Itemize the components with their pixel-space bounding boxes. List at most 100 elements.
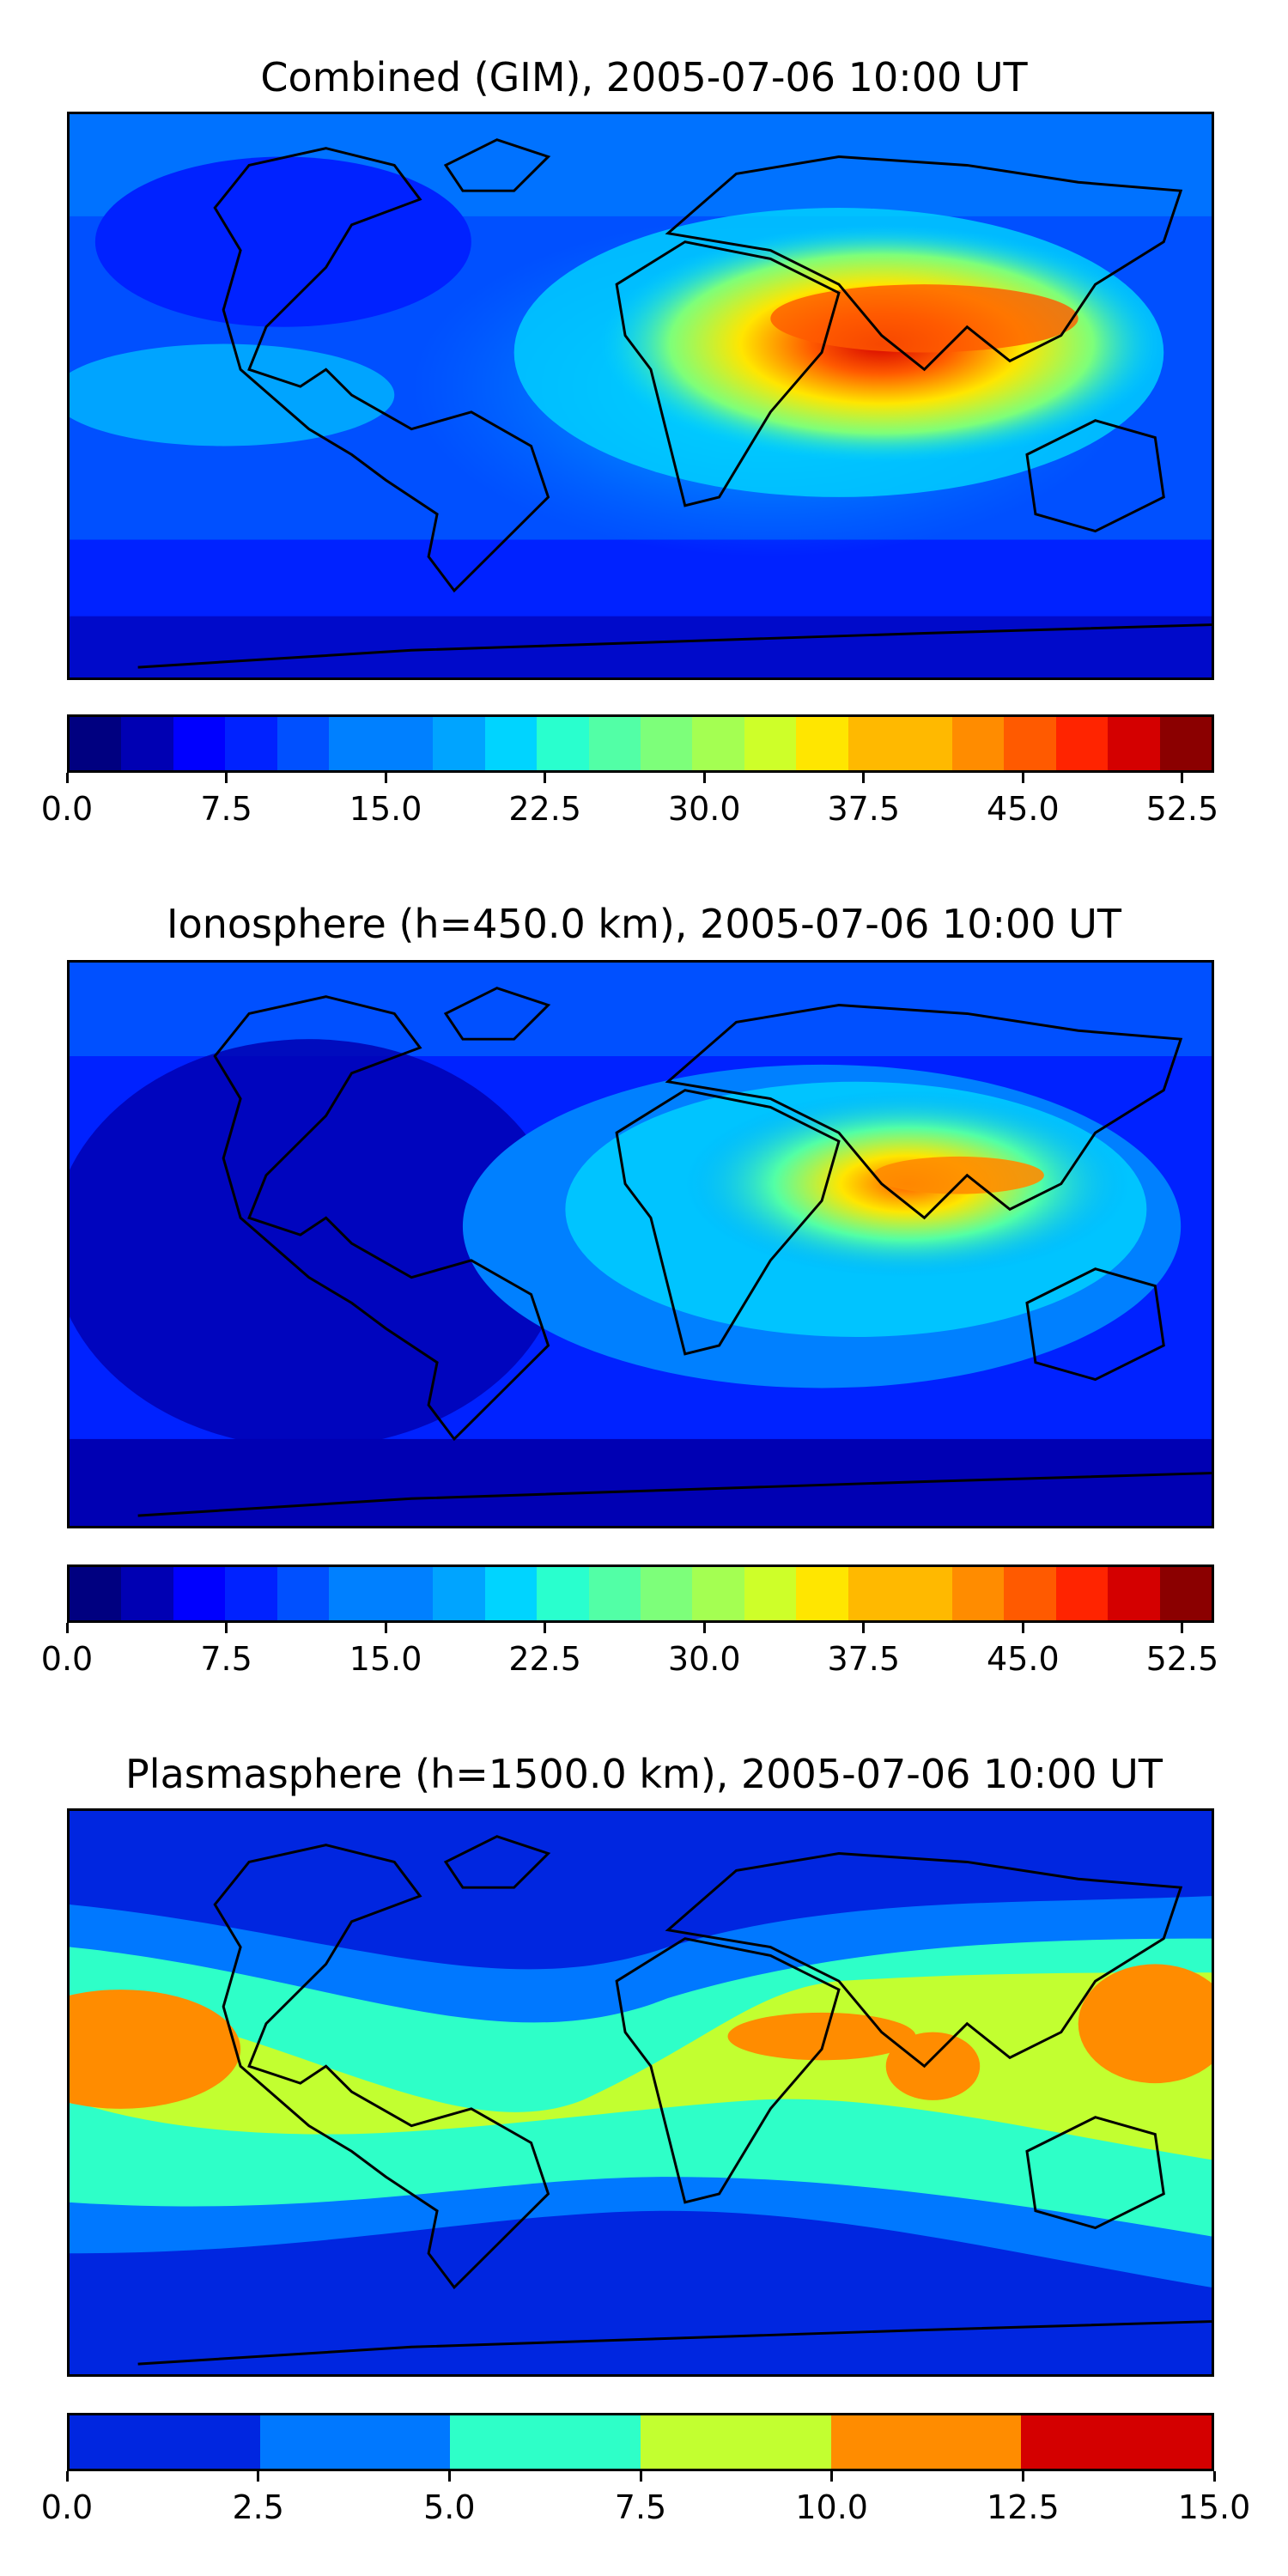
tick-label: 2.5: [232, 2488, 284, 2526]
colorbar-level: [225, 1567, 277, 1620]
map-svg: [70, 114, 1212, 677]
tick-label: 37.5: [827, 1640, 901, 1678]
tick-mark: [384, 773, 387, 783]
tick-mark: [862, 1623, 866, 1633]
tick-mark: [1021, 773, 1024, 783]
tick-mark: [225, 1623, 228, 1633]
coastlines: [137, 1835, 1212, 2366]
colorbar-level: [1108, 1567, 1160, 1620]
colorbar: [67, 1564, 1214, 1623]
tick-mark: [225, 773, 228, 783]
tick-mark: [639, 2471, 642, 2482]
colorbar-level: [537, 1567, 589, 1620]
tick-label: 45.0: [987, 790, 1060, 828]
tick-label: 30.0: [667, 1640, 741, 1678]
tick-label: 5.0: [423, 2488, 476, 2526]
tick-label: 15.0: [349, 790, 422, 828]
colorbar-level: [276, 1567, 330, 1620]
tick-mark: [1181, 1623, 1184, 1633]
tick-label: 22.5: [508, 790, 581, 828]
tick-label: 15.0: [349, 1640, 422, 1678]
colorbar-level: [744, 1567, 797, 1620]
colorbar: [67, 714, 1214, 773]
colorbar-level: [484, 717, 538, 770]
colorbar-level: [329, 1567, 381, 1620]
tick-mark: [1181, 773, 1184, 783]
colorbar-level: [641, 2415, 831, 2469]
colorbar-level: [1004, 717, 1056, 770]
colorbar-level: [588, 717, 641, 770]
tick-label: 45.0: [987, 1640, 1060, 1678]
map-svg: [70, 963, 1212, 1526]
colorbar-level: [276, 717, 330, 770]
tick-label: 10.0: [795, 2488, 868, 2526]
colorbar-level: [796, 717, 848, 770]
tick-mark: [544, 1623, 547, 1633]
colorbar-ticks: 0.0 2.5 5.0 7.5 10.0 12.5 15.0: [41, 2471, 1250, 2526]
colorbar-level: [259, 2415, 451, 2469]
tick-mark: [1212, 2471, 1216, 2482]
tick-mark: [384, 1623, 387, 1633]
colorbar-level: [1004, 1567, 1056, 1620]
tec-map-ionosphere: [67, 960, 1214, 1528]
colorbar-level: [588, 1567, 641, 1620]
tick-mark: [702, 1623, 706, 1633]
colorbar-level: [70, 717, 122, 770]
colorbar-level: [450, 2415, 641, 2469]
colorbar-ticks: 0.0 7.5 15.0 22.5 30.0 37.5 45.0 52.5: [41, 773, 1218, 828]
colorbar-level: [70, 1567, 122, 1620]
colorbar-level: [848, 717, 901, 770]
tick-label: 7.5: [200, 1640, 252, 1678]
tick-mark: [257, 2471, 260, 2482]
colorbar-level: [173, 1567, 226, 1620]
map-svg: [70, 1811, 1212, 2374]
colorbar-level: [640, 717, 693, 770]
colorbar-level: [433, 1567, 485, 1620]
colorbar-level: [121, 1567, 173, 1620]
colorbar-level: [173, 717, 226, 770]
colorbar-level: [121, 717, 173, 770]
colorbar-level: [1108, 717, 1160, 770]
tick-label: 0.0: [40, 2488, 94, 2526]
colorbar-level: [951, 717, 1005, 770]
tick-label: 0.0: [40, 1640, 94, 1678]
tec-map-combined: [67, 112, 1214, 680]
tick-mark: [65, 773, 69, 783]
colorbar-level: [1021, 2415, 1212, 2469]
tick-mark: [447, 2471, 451, 2482]
colorbar-level: [830, 2415, 1022, 2469]
colorbar-level: [951, 1567, 1005, 1620]
colorbar: [67, 2413, 1214, 2471]
colorbar-level: [1159, 717, 1212, 770]
colorbar-level: [848, 1567, 901, 1620]
colorbar-level: [796, 1567, 848, 1620]
colorbar-level: [692, 1567, 744, 1620]
tick-mark: [1021, 1623, 1024, 1633]
tick-mark: [862, 773, 866, 783]
tick-mark: [65, 2471, 69, 2482]
colorbar-level: [433, 717, 485, 770]
tick-mark: [1021, 2471, 1024, 2482]
colorbar-level: [1159, 1567, 1212, 1620]
colorbar-level: [225, 717, 277, 770]
tick-label: 0.0: [40, 790, 94, 828]
tick-mark: [702, 773, 706, 783]
colorbar-level: [380, 717, 434, 770]
tick-label: 30.0: [667, 790, 741, 828]
colorbar-level: [900, 1567, 952, 1620]
tick-label: 52.5: [1145, 790, 1219, 828]
tick-label: 7.5: [200, 790, 252, 828]
tick-label: 7.5: [614, 2488, 667, 2526]
coastlines: [137, 138, 1212, 669]
colorbar-level: [744, 717, 797, 770]
tick-mark: [544, 773, 547, 783]
tick-label: 52.5: [1145, 1640, 1219, 1678]
tick-mark: [830, 2471, 834, 2482]
colorbar-level: [70, 2415, 260, 2469]
coastlines: [137, 987, 1212, 1517]
tick-label: 12.5: [987, 2488, 1060, 2526]
colorbar-ticks: 0.0 7.5 15.0 22.5 30.0 37.5 45.0 52.5: [41, 1623, 1218, 1678]
map-title: Ionosphere (h=450.0 km), 2005-07-06 10:0…: [167, 901, 1121, 947]
colorbar-level: [380, 1567, 434, 1620]
colorbar-level: [329, 717, 381, 770]
